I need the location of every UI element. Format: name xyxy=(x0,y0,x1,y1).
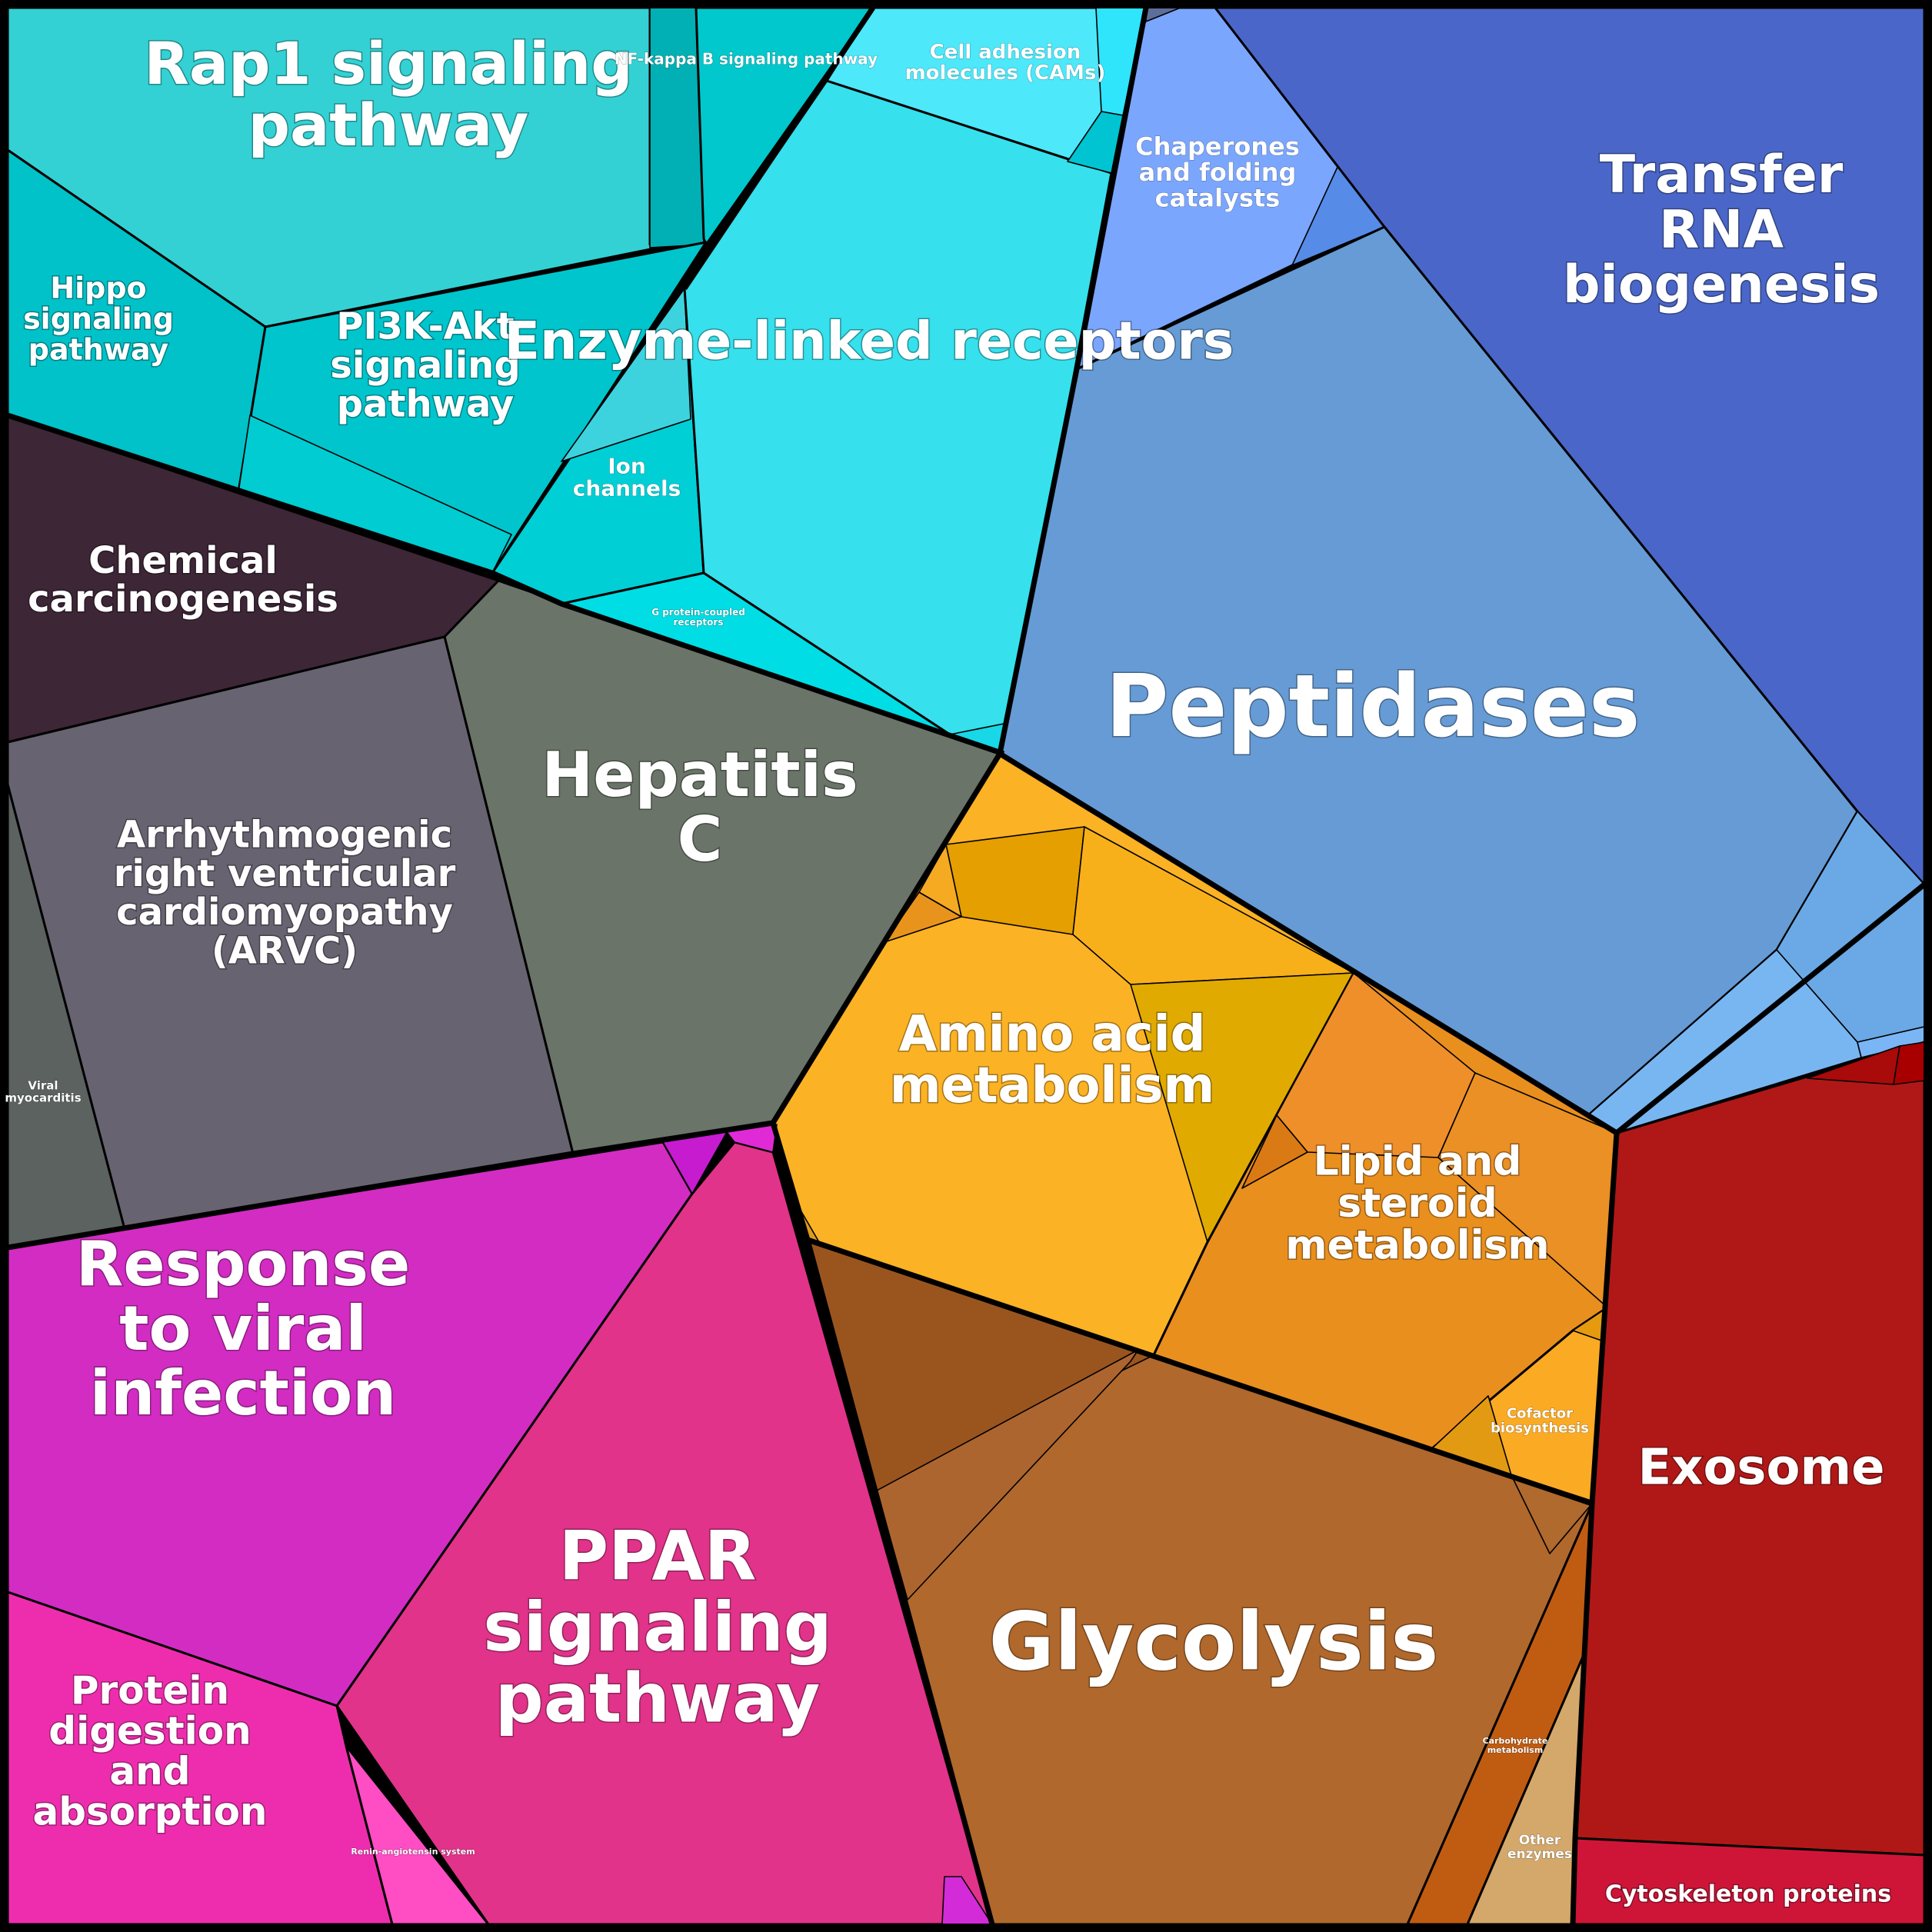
label-cofactor: Cofactor biosynthesis xyxy=(1491,1406,1589,1437)
label-hepc: Hepatitis C xyxy=(541,739,858,875)
carbohydrate-group xyxy=(799,1208,1594,1926)
label-exosome: Exosome xyxy=(1637,1440,1884,1497)
cell-cams-sub2[interactable] xyxy=(1067,111,1124,174)
label-chemcarc: Chemical carcinogenesis xyxy=(28,539,338,621)
label-protein-digestion: Protein digestion and absorption xyxy=(32,1668,267,1834)
cell-lipid-sub1[interactable] xyxy=(1276,972,1476,1158)
cell-peptidases-sub2[interactable] xyxy=(1587,949,1862,1134)
label-cytoskeleton: Cytoskeleton proteins xyxy=(1605,1881,1891,1908)
label-other-enzymes: Other enzymes xyxy=(1507,1833,1572,1862)
label-ion: Ion channels xyxy=(573,453,681,501)
label-chaperones: Chaperones and folding catalysts xyxy=(1135,132,1300,212)
label-arvc: Arrhythmogenic right ventricular cardiomyo… xyxy=(114,813,456,972)
peptidases-group xyxy=(998,6,1926,1134)
label-nfkb: NF-kappa B signaling pathway xyxy=(615,50,878,68)
label-renin: Renin-angiotensin system xyxy=(351,1847,475,1857)
label-rap1: Rap1 signaling pathway xyxy=(144,29,632,159)
label-hippo: Hippo signaling pathway xyxy=(23,271,174,367)
labels: Rap1 signaling pathway NF-kappa B signali… xyxy=(5,28,1893,1909)
cell-rap1-small[interactable] xyxy=(649,7,705,248)
signaling-group xyxy=(6,6,1148,755)
label-aminoacid: Amino acid metabolism xyxy=(890,1006,1214,1114)
label-pi3k: PI3K-Akt signaling pathway xyxy=(330,305,520,426)
label-glycolysis: Glycolysis xyxy=(989,1594,1439,1688)
label-carb-metab: Carbohydrate metabolism xyxy=(1483,1736,1548,1755)
label-response-viral: Response to viral infection xyxy=(76,1228,411,1429)
cell-ion-sub[interactable] xyxy=(561,288,691,462)
label-enzyme-linked: Enzyme-linked receptors xyxy=(505,311,1234,372)
label-trna: Transfer RNA biogenesis xyxy=(1563,145,1880,315)
metabolism-group xyxy=(771,752,1618,1507)
label-viralmyo: Viral myocarditis xyxy=(5,1079,81,1105)
label-gpcr: G protein-coupled receptors xyxy=(651,607,745,628)
cell-lipid-sub3[interactable] xyxy=(1241,1114,1308,1189)
disease-group xyxy=(6,414,1001,1249)
label-lipid: Lipid and steroid metabolism xyxy=(1285,1138,1549,1268)
exosome-group xyxy=(1571,1041,1926,1926)
label-cams: Cell adhesion molecules (CAMs) xyxy=(905,41,1106,85)
label-peptidases: Peptidases xyxy=(1105,657,1640,757)
label-ppar: PPAR signaling pathway xyxy=(483,1517,832,1738)
viral-ppar-group xyxy=(6,1124,994,1926)
